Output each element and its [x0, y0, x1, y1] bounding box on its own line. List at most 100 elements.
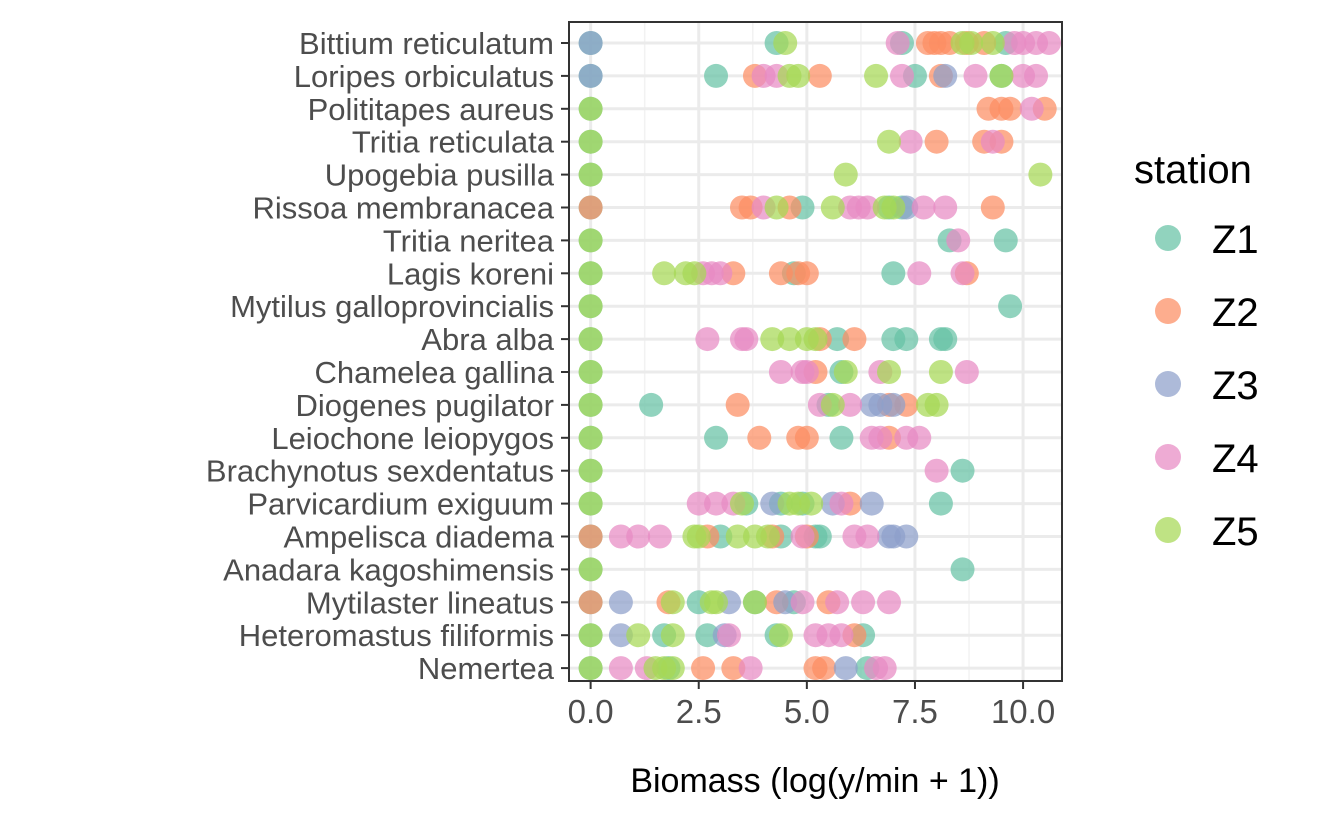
data-point-z3	[859, 491, 884, 516]
data-point-z1	[950, 557, 975, 582]
data-point-z4	[825, 590, 850, 615]
data-point-z4	[1019, 96, 1044, 121]
data-point-z2	[842, 327, 867, 352]
data-point-z4	[855, 195, 880, 220]
data-point-z1	[704, 425, 729, 450]
data-point-z2	[998, 96, 1023, 121]
data-point-z4	[734, 327, 759, 352]
x-tick-label: 5.0	[784, 693, 830, 730]
data-point-z4	[889, 63, 914, 88]
data-point-z5	[660, 590, 685, 615]
x-tick-label: 7.5	[892, 693, 938, 730]
data-point-z4	[868, 425, 893, 450]
data-point-z4	[695, 327, 720, 352]
data-point-z4	[885, 31, 910, 55]
data-point-z5	[742, 590, 767, 615]
data-point-z5	[877, 129, 902, 154]
data-point-z5	[864, 63, 889, 88]
data-point-z5	[578, 261, 603, 286]
y-tick-label: Ampelisca diadema	[283, 520, 554, 555]
data-point-z3	[608, 590, 633, 615]
data-point-z1	[933, 327, 958, 352]
y-tick-label: Parvicardium exiguum	[247, 487, 554, 522]
data-point-z4	[1024, 63, 1049, 88]
data-point-z1	[998, 294, 1023, 319]
y-tick-label: Chamelea gallina	[314, 355, 554, 390]
y-tick-label: Diogenes pugilator	[295, 388, 554, 423]
legend-title: station	[1134, 148, 1252, 192]
data-point-z2	[578, 195, 603, 220]
panel-border	[568, 21, 1063, 682]
x-tick-label: 2.5	[676, 693, 722, 730]
data-point-z4	[851, 590, 876, 615]
data-point-z3	[578, 31, 603, 55]
legend-key-z1	[1155, 225, 1181, 251]
data-point-z4	[950, 261, 975, 286]
data-point-z1	[950, 458, 975, 483]
data-point-z5	[773, 31, 798, 55]
data-point-z5	[764, 195, 789, 220]
data-point-z5	[803, 327, 828, 352]
data-point-z1	[894, 327, 919, 352]
y-tick-label: Leiochone leiopygos	[271, 421, 554, 456]
data-point-z1	[695, 623, 720, 648]
data-point-z5	[760, 327, 785, 352]
data-point-z5	[578, 129, 603, 154]
data-point-z5	[578, 458, 603, 483]
data-point-z5	[755, 524, 780, 549]
data-point-z1	[704, 63, 729, 88]
data-point-z4	[954, 360, 979, 384]
data-point-z5	[799, 491, 824, 516]
data-point-z5	[578, 294, 603, 319]
data-point-z4	[738, 656, 763, 681]
data-point-z4	[708, 261, 733, 286]
data-point-z3	[608, 623, 633, 648]
data-point-z4	[933, 195, 958, 220]
data-point-z3	[881, 392, 906, 417]
data-point-z4	[829, 491, 854, 516]
data-point-z4	[790, 590, 815, 615]
data-point-z5	[626, 623, 651, 648]
data-point-z2	[807, 63, 832, 88]
data-point-z3	[833, 656, 858, 681]
data-point-z4	[872, 656, 897, 681]
y-tick-label: Nemertea	[418, 651, 555, 686]
data-point-z5	[768, 623, 793, 648]
data-point-z5	[660, 623, 685, 648]
data-point-z5	[924, 392, 949, 417]
data-point-z5	[1028, 162, 1053, 187]
x-tick-label: 10.0	[991, 693, 1055, 730]
data-point-z4	[626, 524, 651, 549]
data-point-z4	[608, 524, 633, 549]
data-point-z2	[924, 129, 949, 154]
data-point-z2	[980, 195, 1005, 220]
data-point-z5	[578, 327, 603, 352]
data-point-z4	[608, 656, 633, 681]
data-point-z5	[959, 31, 984, 55]
data-point-z2	[812, 656, 837, 681]
data-point-z4	[946, 228, 971, 253]
data-point-z2	[578, 590, 603, 615]
y-tick-label: Polititapes aureus	[308, 92, 554, 127]
legend-label: Z1	[1212, 218, 1259, 262]
x-axis-title: Biomass (log(y/min + 1))	[630, 762, 999, 800]
data-point-z5	[989, 63, 1014, 88]
panel-background	[569, 22, 1062, 681]
data-point-z5	[682, 261, 707, 286]
legend-key-z3	[1155, 371, 1181, 397]
data-point-z2	[578, 524, 603, 549]
data-points	[578, 31, 1062, 681]
data-point-z5	[833, 162, 858, 187]
data-point-z5	[729, 491, 754, 516]
data-point-z1	[639, 392, 664, 417]
data-point-z4	[829, 623, 854, 648]
y-tick-label: Tritia neritea	[383, 223, 555, 258]
data-point-z4	[704, 491, 729, 516]
data-point-z4	[1037, 31, 1062, 55]
data-point-z5	[686, 524, 711, 549]
data-point-z5	[833, 360, 858, 384]
data-point-z5	[980, 31, 1005, 55]
data-point-z4	[911, 195, 936, 220]
